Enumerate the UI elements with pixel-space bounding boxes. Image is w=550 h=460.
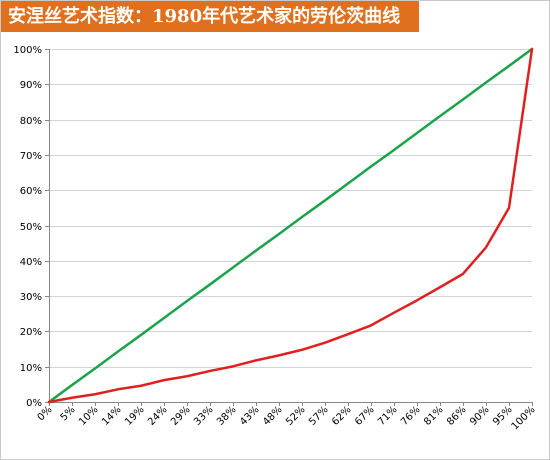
x-tick-label: 86% (445, 404, 469, 428)
y-tick-label: 40% (20, 257, 42, 268)
x-tick-label: 10% (77, 404, 101, 428)
x-tick-label: 33% (192, 404, 216, 428)
y-tick-label: 90% (20, 80, 42, 91)
chart-gridlines (49, 49, 532, 368)
x-tick-label: 100% (510, 404, 538, 432)
x-tick-label: 43% (238, 404, 262, 428)
x-tick-label: 29% (169, 404, 193, 428)
x-tick-label: 57% (307, 404, 331, 428)
y-tick-label: 30% (20, 292, 42, 303)
x-tick-label: 14% (100, 404, 124, 428)
x-tick-label: 48% (261, 404, 285, 428)
y-tick-label: 80% (20, 116, 42, 127)
chart-title: 安涅丝艺术指数：1980年代艺术家的劳伦茨曲线 (1, 1, 419, 32)
chart-axes (45, 49, 533, 406)
x-tick-label: 38% (215, 404, 239, 428)
y-tick-label: 50% (20, 222, 42, 233)
y-tick-label: 0% (26, 398, 42, 409)
equality-line (47, 47, 534, 404)
x-tick-label: 24% (146, 404, 170, 428)
y-tick-label: 10% (20, 363, 42, 374)
x-tick-label: 71% (376, 404, 400, 428)
y-axis-tick-labels: 0% 10% 20% 30% 40% 50% 60% 70% 80% 90% 100% (13, 45, 42, 409)
chart-series (47, 47, 534, 404)
y-tick-label: 20% (20, 327, 42, 338)
x-tick-label: 52% (284, 404, 308, 428)
x-tick-label: 81% (422, 404, 446, 428)
y-tick-label: 70% (20, 151, 42, 162)
x-axis-tick-labels: 0% 5% 10% 14% 19% 24% 29% 33% 38% 43% 48% 52% 57% 62%… (36, 404, 538, 432)
y-tick-label: 60% (20, 186, 42, 197)
x-tick-label: 90% (468, 404, 492, 428)
x-tick-label: 67% (353, 404, 377, 428)
x-tick-label: 76% (399, 404, 423, 428)
x-tick-label: 62% (330, 404, 354, 428)
x-tick-label: 5% (59, 404, 78, 423)
x-tick-label: 19% (123, 404, 147, 428)
lorenz-curve-line (47, 47, 534, 404)
y-tick-label: 100% (13, 45, 42, 56)
